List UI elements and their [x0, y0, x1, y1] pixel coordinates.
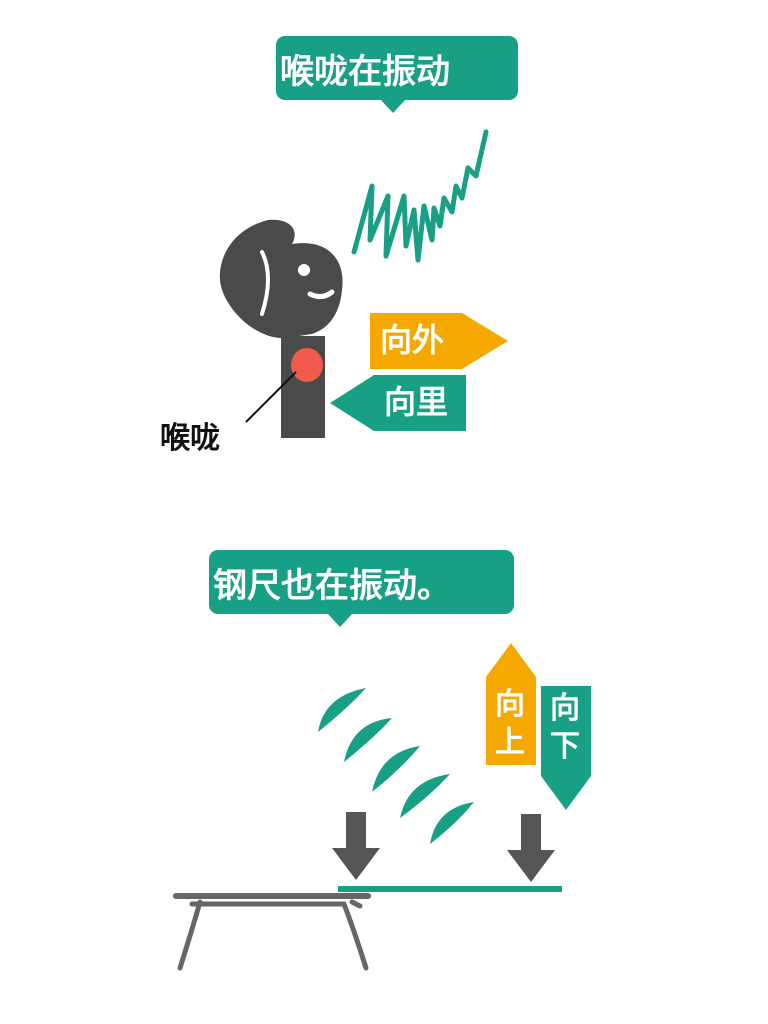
tag-up [486, 643, 536, 765]
steel-ruler-icon [338, 886, 562, 892]
down-arrow-icon [332, 812, 555, 882]
bubble-throat-text: 喉咙在振动 [280, 51, 450, 92]
throat-pointer-line [245, 371, 297, 423]
sound-wave-icon [351, 129, 489, 263]
tag-up-label-1: 向 [495, 687, 525, 722]
tag-down [541, 686, 591, 810]
tag-inward [330, 375, 466, 431]
bubble-throat-vibrating: 喉咙在振动 [276, 36, 518, 113]
throat-dot [291, 348, 323, 382]
table-icon [173, 893, 371, 971]
tag-up-label-2: 上 [495, 725, 525, 760]
tag-outward [370, 313, 508, 369]
tag-outward-label: 向外 [380, 321, 445, 359]
tag-down-label-2: 下 [550, 729, 580, 764]
bubble-ruler-vibrating: 钢尺也在振动。 [209, 550, 514, 627]
tag-down-label-1: 向 [550, 691, 580, 726]
bubble-ruler-text: 钢尺也在振动。 [213, 565, 451, 606]
person-head-icon [219, 219, 343, 438]
tag-inward-label: 向里 [384, 383, 449, 421]
ruler-vibration-blobs [318, 688, 474, 844]
throat-label: 喉咙 [160, 421, 220, 456]
